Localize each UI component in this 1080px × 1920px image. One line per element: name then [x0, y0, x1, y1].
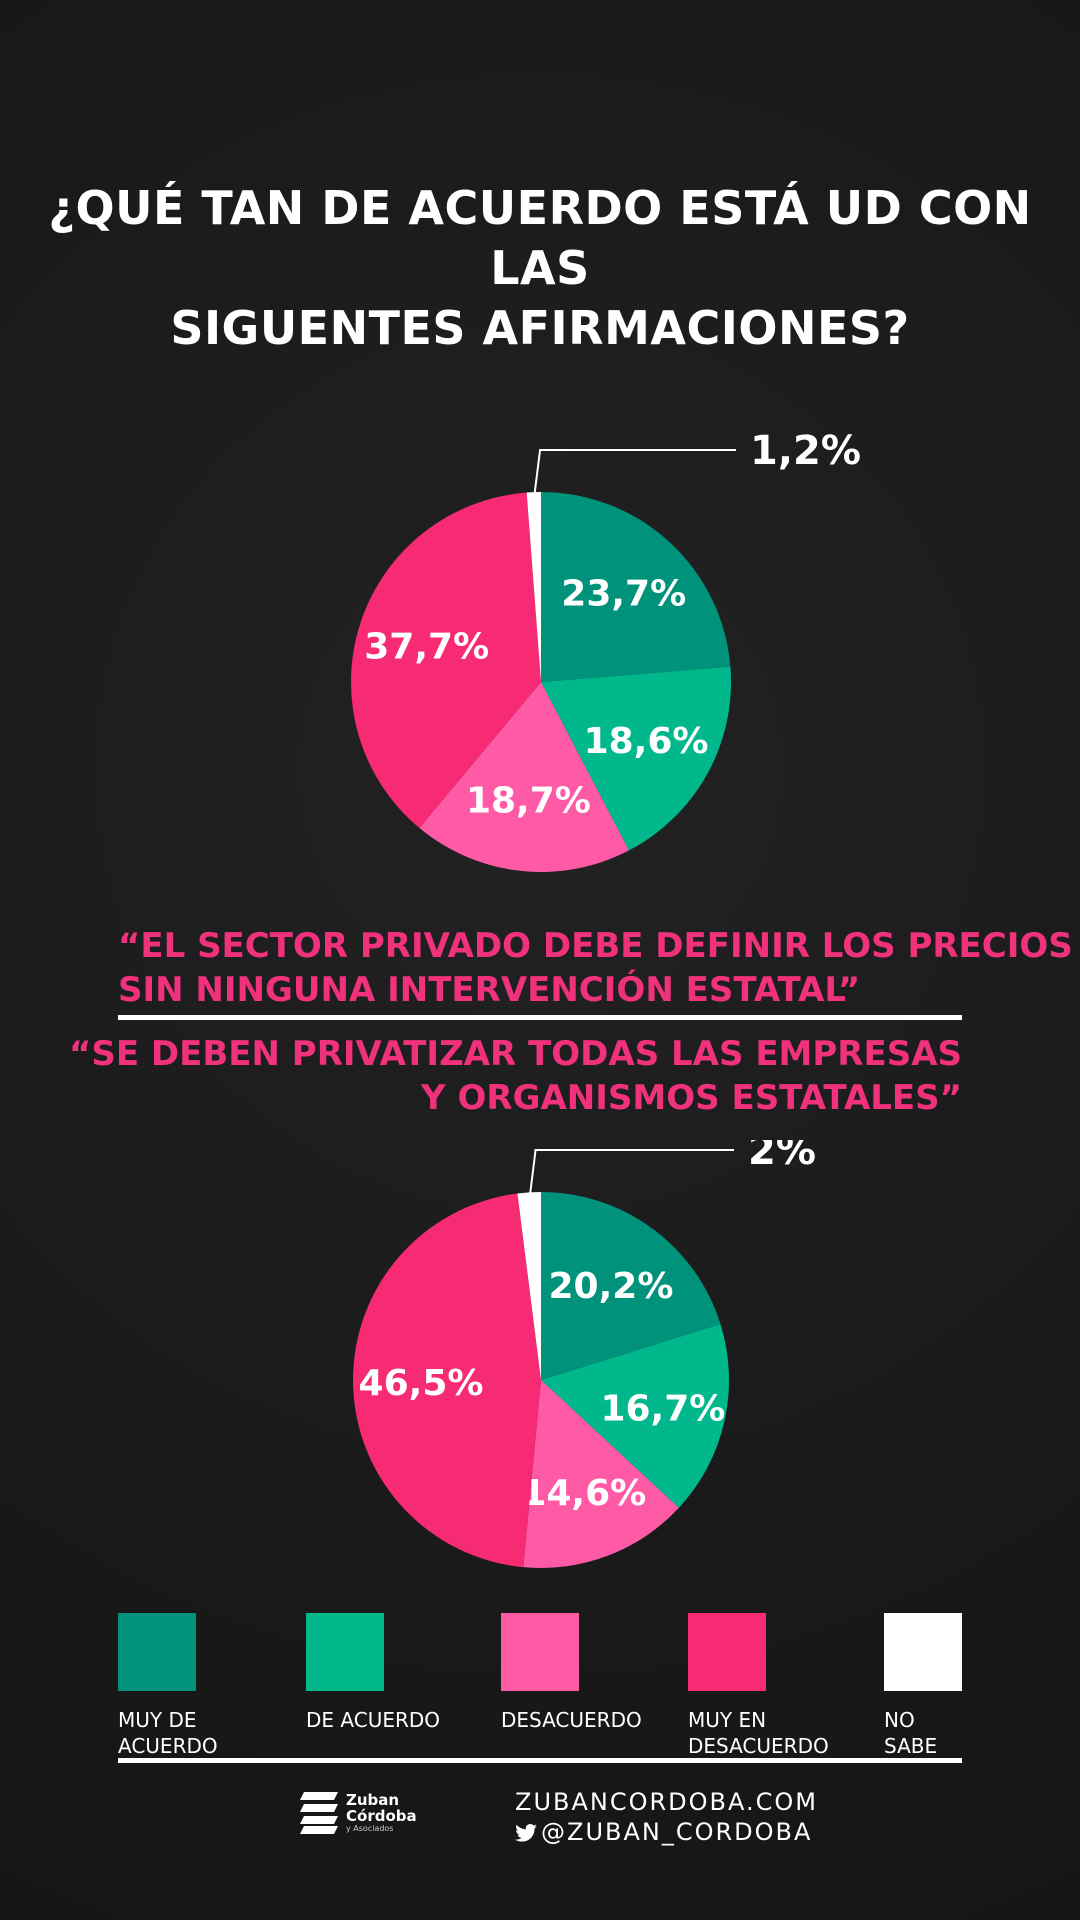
pie-slice-muy-en-desacuerdo [351, 492, 541, 828]
pie-chart-privatizar: 20,2% 16,7% 14,6% 46,5% 2% [0, 1140, 1080, 1580]
legend-swatch [118, 1613, 196, 1691]
pie-label-muy-de-acuerdo: 20,2% [549, 1266, 674, 1307]
pie-slice-de-acuerdo [541, 1324, 729, 1508]
legend-label: MUY DE ACUERDO [118, 1708, 218, 1758]
legend-label: DE ACUERDO [306, 1708, 441, 1732]
statement-privatizar-line-2: Y ORGANISMOS ESTATALES” [421, 1078, 962, 1118]
page-title: ¿QUÉ TAN DE ACUERDO ESTÁ UD CON LAS SIGU… [0, 178, 1080, 358]
pie-slice-desacuerdo [419, 682, 629, 872]
legend-item-muy-de-acuerdo: MUY DE ACUERDO [118, 1613, 288, 1759]
legend-swatch [884, 1613, 962, 1691]
legend-item-muy-en-desacuerdo: MUY EN DESACUERDO [688, 1613, 858, 1759]
twitter-handle[interactable]: @ZUBAN_CORDOBA [515, 1818, 812, 1846]
legend: MUY DE ACUERDO DE ACUERDO DESACUERDO MUY… [118, 1613, 962, 1758]
pie-label-de-acuerdo: 18,6% [584, 721, 709, 762]
pie-label-desacuerdo: 14,6% [521, 1473, 646, 1514]
divider [118, 1015, 962, 1020]
statement-precios: “EL SECTOR PRIVADO DEBE DEFINIR LOS PREC… [0, 924, 1080, 1012]
pie-label-desacuerdo: 18,7% [466, 780, 591, 821]
legend-label: MUY EN DESACUERDO [688, 1708, 829, 1758]
legend-swatch [306, 1613, 384, 1691]
pie-label-muy-de-acuerdo: 23,7% [561, 573, 686, 614]
pie-label-de-acuerdo: 16,7% [600, 1389, 725, 1430]
pie-label-no-sabe: 2% [748, 1140, 816, 1174]
callout-line-no-sabe [533, 449, 736, 499]
pie-slice-muy-de-acuerdo [541, 492, 731, 682]
legend-item-de-acuerdo: DE ACUERDO [306, 1613, 476, 1733]
pie-slice-muy-de-acuerdo [541, 1192, 721, 1380]
divider [118, 1758, 962, 1763]
title-line-1: ¿QUÉ TAN DE ACUERDO ESTÁ UD CON LAS [48, 181, 1032, 295]
statement-privatizar-line-1: “SE DEBEN PRIVATIZAR TODAS LAS EMPRESAS [69, 1034, 962, 1074]
legend-label: NO SABE [884, 1708, 938, 1758]
pie-chart-precios-svg: 23,7% 18,6% 18,7% 37,7% 1,2% [351, 428, 861, 872]
legend-item-no-sabe: NO SABE [884, 1613, 1054, 1759]
pie-slice-de-acuerdo [541, 666, 731, 851]
pie-label-no-sabe: 1,2% [750, 428, 861, 474]
pie-chart-precios: 23,7% 18,6% 18,7% 37,7% 1,2% [0, 420, 1080, 890]
pie-label-muy-en-desacuerdo: 46,5% [359, 1363, 484, 1404]
pie-slice-muy-en-desacuerdo [353, 1193, 541, 1568]
twitter-bird-icon [515, 1824, 537, 1842]
pie-slice-no-sabe [526, 492, 541, 682]
statement-precios-line-2: SIN NINGUNA INTERVENCIÓN ESTATAL” [118, 970, 861, 1010]
legend-swatch [501, 1613, 579, 1691]
callout-line-no-sabe [528, 1149, 734, 1199]
zuban-cordoba-logo: Zuban Córdoba y Asociados [300, 1788, 420, 1836]
pie-slice-no-sabe [517, 1192, 541, 1380]
legend-item-desacuerdo: DESACUERDO [501, 1613, 671, 1733]
logo-sub: y Asociados [346, 1824, 394, 1833]
legend-swatch [688, 1613, 766, 1691]
statement-privatizar: “SE DEBEN PRIVATIZAR TODAS LAS EMPRESAS … [0, 1032, 1080, 1120]
pie-chart-privatizar-svg: 20,2% 16,7% 14,6% 46,5% 2% [353, 1140, 816, 1568]
twitter-handle-text: @ZUBAN_CORDOBA [541, 1818, 813, 1846]
logo-name: Zuban Córdoba [346, 1791, 417, 1825]
pie-label-muy-en-desacuerdo: 37,7% [364, 626, 489, 667]
logo-mark-icon [300, 1792, 338, 1834]
statement-precios-line-1: “EL SECTOR PRIVADO DEBE DEFINIR LOS PREC… [118, 926, 1073, 966]
title-line-2: SIGUENTES AFIRMACIONES? [170, 301, 910, 355]
legend-label: DESACUERDO [501, 1708, 642, 1732]
pie-slice-desacuerdo [523, 1380, 679, 1568]
website-link[interactable]: ZUBANCORDOBA.COM [515, 1788, 818, 1816]
